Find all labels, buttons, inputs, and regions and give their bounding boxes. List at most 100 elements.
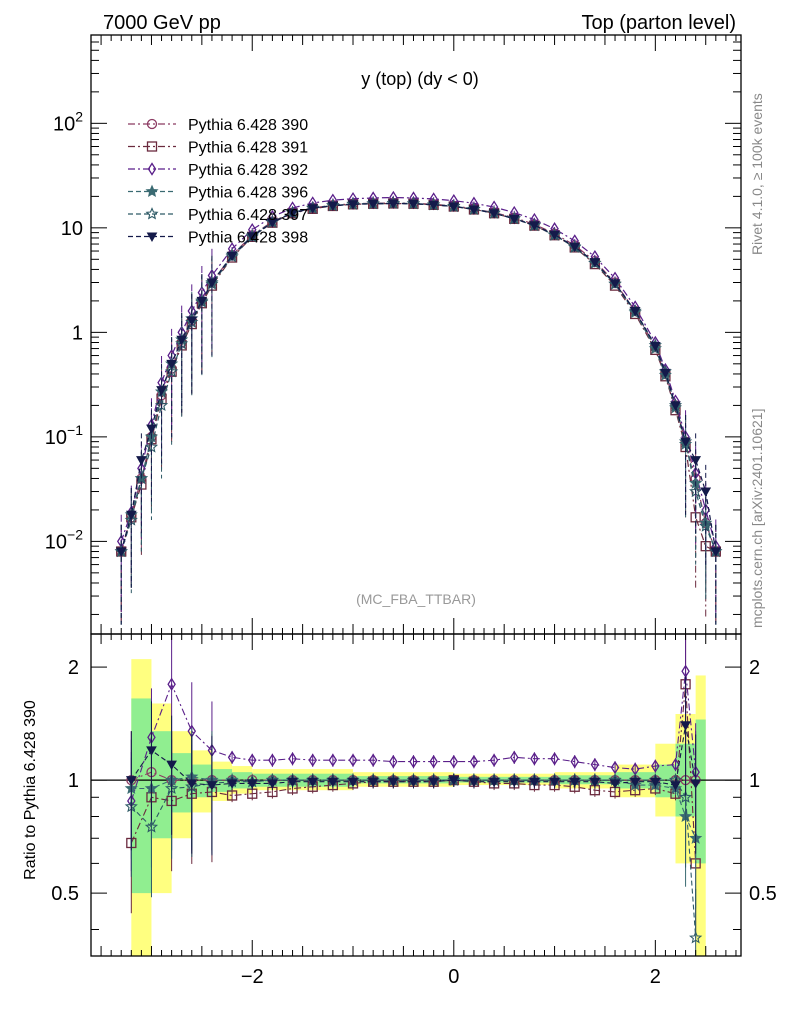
data-point: [367, 199, 379, 210]
y-tick-label: 10−1: [45, 422, 83, 449]
ratio-data-point: [226, 790, 238, 801]
legend-label: Pythia 6.428 391: [188, 140, 308, 157]
data-point: [125, 510, 137, 521]
ratio-y-tick-label-right: 2: [749, 657, 760, 679]
data-point: [206, 278, 218, 289]
data-point: [408, 199, 419, 210]
data-point: [428, 200, 439, 211]
ratio-data-point: [307, 777, 319, 788]
data-point: [196, 296, 208, 307]
ratio-series-line: [130, 684, 697, 864]
ratio-data-point: [651, 759, 660, 773]
data-point: [649, 342, 661, 352]
ratio-series-line: [130, 779, 697, 938]
data-point: [186, 316, 198, 326]
ratio-data-point: [678, 790, 693, 803]
series-line: [120, 202, 717, 553]
legend-marker: [146, 141, 158, 152]
ratio-data-point: [690, 779, 702, 789]
ratio-data-point: [468, 777, 480, 788]
ratio-y-tick-label-left: 0.5: [51, 883, 79, 905]
uncertainty-band-green: [695, 719, 706, 864]
ratio-data-point: [428, 777, 439, 788]
uncertainty-band-green: [151, 731, 172, 839]
ratio-data-point: [146, 746, 157, 756]
ratio-data-point: [649, 777, 661, 788]
ratio-data-point: [408, 777, 419, 788]
data-point: [569, 242, 581, 253]
legend-marker: [145, 184, 159, 198]
ratio-data-point: [590, 757, 600, 772]
data-point: [680, 437, 691, 448]
data-point: [347, 200, 359, 210]
data-point: [146, 424, 157, 435]
legend-marker: [145, 207, 159, 220]
ratio-y-tick-label-left: 2: [68, 657, 79, 679]
data-point: [307, 204, 319, 214]
ratio-data-point: [550, 752, 559, 766]
data-point: [629, 307, 641, 317]
side-mcplots-label: mcplots.cern.ch [arXiv:2401.10621]: [749, 409, 765, 628]
ratio-data-point: [387, 777, 399, 788]
data-point: [156, 386, 167, 396]
ratio-data-point: [409, 754, 418, 769]
data-point: [660, 368, 671, 379]
ratio-data-point: [689, 930, 703, 944]
data-point: [488, 209, 500, 219]
ratio-data-point: [368, 753, 378, 767]
series-line: [120, 202, 717, 552]
legend-marker: [146, 118, 158, 130]
legend-label: Pythia 6.428 398: [188, 230, 308, 247]
ratio-data-point: [287, 777, 298, 788]
ratio-data-point: [570, 754, 579, 769]
data-point: [699, 519, 713, 532]
ratio-data-point: [530, 752, 539, 766]
data-point: [144, 440, 159, 453]
ratio-data-point: [609, 779, 621, 789]
data-point: [690, 456, 702, 466]
ratio-data-point: [367, 777, 379, 788]
data-point: [700, 487, 712, 498]
ratio-data-point: [268, 753, 277, 767]
data-point: [508, 214, 520, 225]
ratio-data-point: [610, 760, 620, 775]
legend-label: Pythia 6.428 392: [188, 162, 308, 179]
data-point: [468, 205, 480, 215]
ratio-data-point: [489, 753, 499, 767]
ratio-data-point: [227, 750, 237, 765]
data-point: [134, 471, 148, 485]
legend-label: Pythia 6.428 396: [188, 185, 308, 202]
ratio-data-point: [288, 752, 297, 766]
ratio-series-line: [130, 725, 697, 786]
y-tick-label: 1: [72, 322, 83, 344]
y-tick-label: 102: [53, 108, 83, 135]
x-tick-label: 2: [650, 966, 661, 988]
ratio-y-tick-label-right: 1: [749, 770, 760, 792]
data-point: [115, 547, 127, 558]
main-chart-title: y (top) (dy < 0): [361, 69, 479, 89]
ratio-y-tick-label-right: 0.5: [749, 883, 777, 905]
ratio-data-point: [509, 750, 519, 765]
ratio-panel: 0.5 0.5 1 1 2 2 −2 0 2 Ratio to Pythia 6.428 390: [22, 633, 777, 988]
ratio-data-point: [671, 757, 680, 772]
series-line: [120, 196, 717, 547]
ratio-data-point: [186, 779, 198, 789]
data-point: [267, 218, 278, 228]
data-point: [136, 456, 147, 466]
x-tick-label: −2: [241, 966, 264, 988]
data-point: [327, 201, 339, 212]
ratio-data-point: [206, 781, 218, 791]
legend-marker: [146, 232, 158, 243]
header-right: Top (parton level): [581, 12, 736, 34]
data-point: [387, 199, 399, 210]
data-point: [609, 279, 621, 289]
ratio-data-point: [680, 721, 691, 731]
ratio-data-point: [348, 753, 358, 767]
series-line: [120, 202, 717, 552]
data-point: [166, 359, 177, 370]
data-point: [176, 335, 188, 346]
ratio-data-point: [629, 777, 641, 788]
data-point: [549, 230, 560, 241]
ratio-data-point: [144, 820, 159, 833]
